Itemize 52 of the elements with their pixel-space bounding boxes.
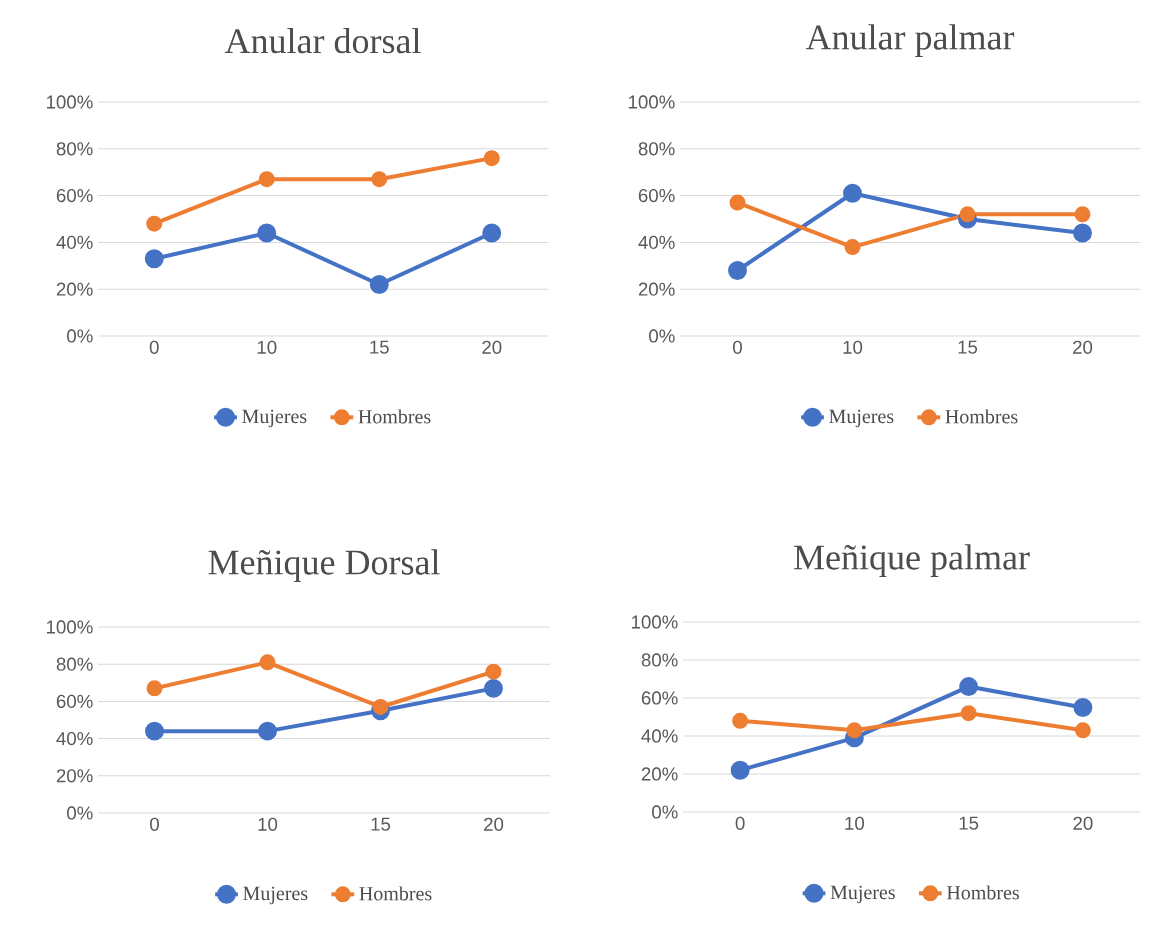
legend-label: Mujeres bbox=[829, 409, 894, 428]
y-tick-label: 80% bbox=[56, 657, 93, 671]
x-tick-label: 15 bbox=[958, 340, 978, 354]
y-tick-label: 80% bbox=[638, 142, 675, 156]
x-tick-label: 15 bbox=[370, 340, 389, 354]
chart-title: Anular palmar bbox=[805, 24, 1015, 57]
legend-label: Hombres bbox=[945, 409, 1018, 424]
x-tick-label: 10 bbox=[258, 817, 278, 831]
y-tick-label: 80% bbox=[641, 653, 678, 667]
y-tick-label: 20% bbox=[56, 769, 93, 783]
y-tick-label: 100% bbox=[46, 95, 93, 109]
legend-label: Mujeres bbox=[830, 885, 895, 904]
y-tick-label: 60% bbox=[638, 188, 675, 203]
y-tick-label: 60% bbox=[56, 188, 93, 203]
y-tick-label: 0% bbox=[652, 805, 678, 819]
x-tick-label: 15 bbox=[959, 816, 979, 830]
y-tick-label: 20% bbox=[56, 282, 93, 296]
y-tick-label: 60% bbox=[56, 694, 93, 708]
x-tick-label: 0 bbox=[149, 340, 159, 354]
y-tick-label: 100% bbox=[631, 615, 678, 629]
y-tick-label: 80% bbox=[56, 142, 93, 156]
x-tick-label: 0 bbox=[735, 816, 745, 830]
x-tick-label: 20 bbox=[1073, 816, 1093, 830]
y-tick-label: 40% bbox=[641, 729, 678, 743]
y-tick-label: 100% bbox=[628, 95, 675, 109]
y-tick-label: 0% bbox=[67, 329, 93, 343]
y-tick-label: 60% bbox=[641, 691, 678, 705]
legend-label: Mujeres bbox=[243, 886, 308, 905]
legend-label: Hombres bbox=[946, 885, 1019, 900]
y-tick-label: 20% bbox=[638, 282, 675, 296]
legend-label: Mujeres bbox=[242, 409, 307, 428]
x-tick-label: 10 bbox=[845, 816, 865, 830]
x-tick-label: 20 bbox=[484, 817, 504, 831]
y-tick-label: 0% bbox=[649, 329, 675, 343]
chart-title: Meñique palmar bbox=[794, 544, 1030, 577]
y-tick-label: 100% bbox=[46, 620, 93, 634]
chart-title: Meñique Dorsal bbox=[208, 549, 440, 582]
y-tick-label: 40% bbox=[638, 235, 675, 249]
x-tick-label: 0 bbox=[150, 817, 159, 831]
x-tick-label: 15 bbox=[371, 817, 391, 831]
x-tick-label: 10 bbox=[843, 340, 863, 354]
x-tick-label: 0 bbox=[733, 340, 742, 354]
x-tick-label: 20 bbox=[1073, 340, 1093, 354]
y-tick-label: 0% bbox=[67, 806, 93, 820]
y-tick-label: 40% bbox=[56, 235, 93, 249]
x-tick-label: 10 bbox=[257, 340, 277, 354]
legend-label: Hombres bbox=[359, 886, 432, 901]
y-tick-label: 20% bbox=[641, 767, 678, 781]
y-tick-label: 40% bbox=[56, 731, 93, 746]
x-tick-label: 20 bbox=[482, 340, 502, 354]
legend-label: Hombres bbox=[358, 409, 431, 424]
chart-title: Anular dorsal bbox=[224, 27, 421, 54]
